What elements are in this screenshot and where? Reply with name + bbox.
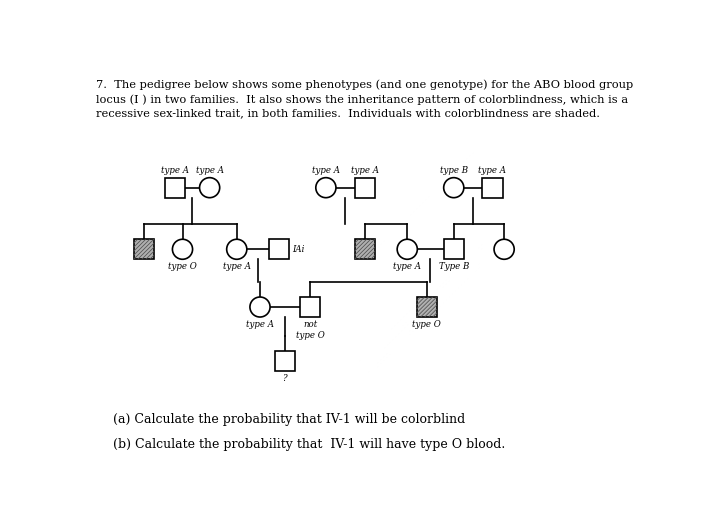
Text: (a) Calculate the probability that IV-1 will be colorblind: (a) Calculate the probability that IV-1 …: [112, 413, 465, 426]
Text: type A: type A: [312, 166, 340, 175]
Text: type A: type A: [195, 166, 223, 175]
Text: type A: type A: [351, 166, 379, 175]
Text: type A: type A: [246, 320, 274, 329]
Text: Type B: Type B: [439, 262, 469, 271]
Bar: [483, 178, 503, 198]
Text: type A: type A: [478, 166, 506, 175]
Circle shape: [316, 178, 336, 198]
Circle shape: [444, 178, 464, 198]
Bar: [417, 297, 437, 317]
Text: not
type O: not type O: [296, 320, 325, 339]
Bar: [300, 297, 321, 317]
Text: (b) Calculate the probability that  IV-1 will have type O blood.: (b) Calculate the probability that IV-1 …: [112, 438, 505, 451]
Circle shape: [200, 178, 220, 198]
Text: type B: type B: [440, 166, 468, 175]
Text: ?: ?: [283, 374, 287, 383]
Bar: [354, 239, 374, 260]
Bar: [444, 239, 464, 260]
Text: type A: type A: [223, 262, 251, 271]
Circle shape: [397, 239, 417, 260]
Text: type O: type O: [412, 320, 441, 329]
Bar: [165, 178, 185, 198]
Circle shape: [250, 297, 270, 317]
Circle shape: [227, 239, 247, 260]
Bar: [269, 239, 289, 260]
Bar: [354, 178, 374, 198]
Bar: [275, 351, 295, 371]
Text: IAi: IAi: [293, 245, 305, 254]
Circle shape: [173, 239, 193, 260]
Text: type A: type A: [161, 166, 189, 175]
Circle shape: [494, 239, 514, 260]
Bar: [134, 239, 154, 260]
Text: 7.  The pedigree below shows some phenotypes (and one genotype) for the ABO bloo: 7. The pedigree below shows some phenoty…: [96, 80, 633, 119]
Text: type A: type A: [393, 262, 421, 271]
Text: type O: type O: [168, 262, 197, 271]
